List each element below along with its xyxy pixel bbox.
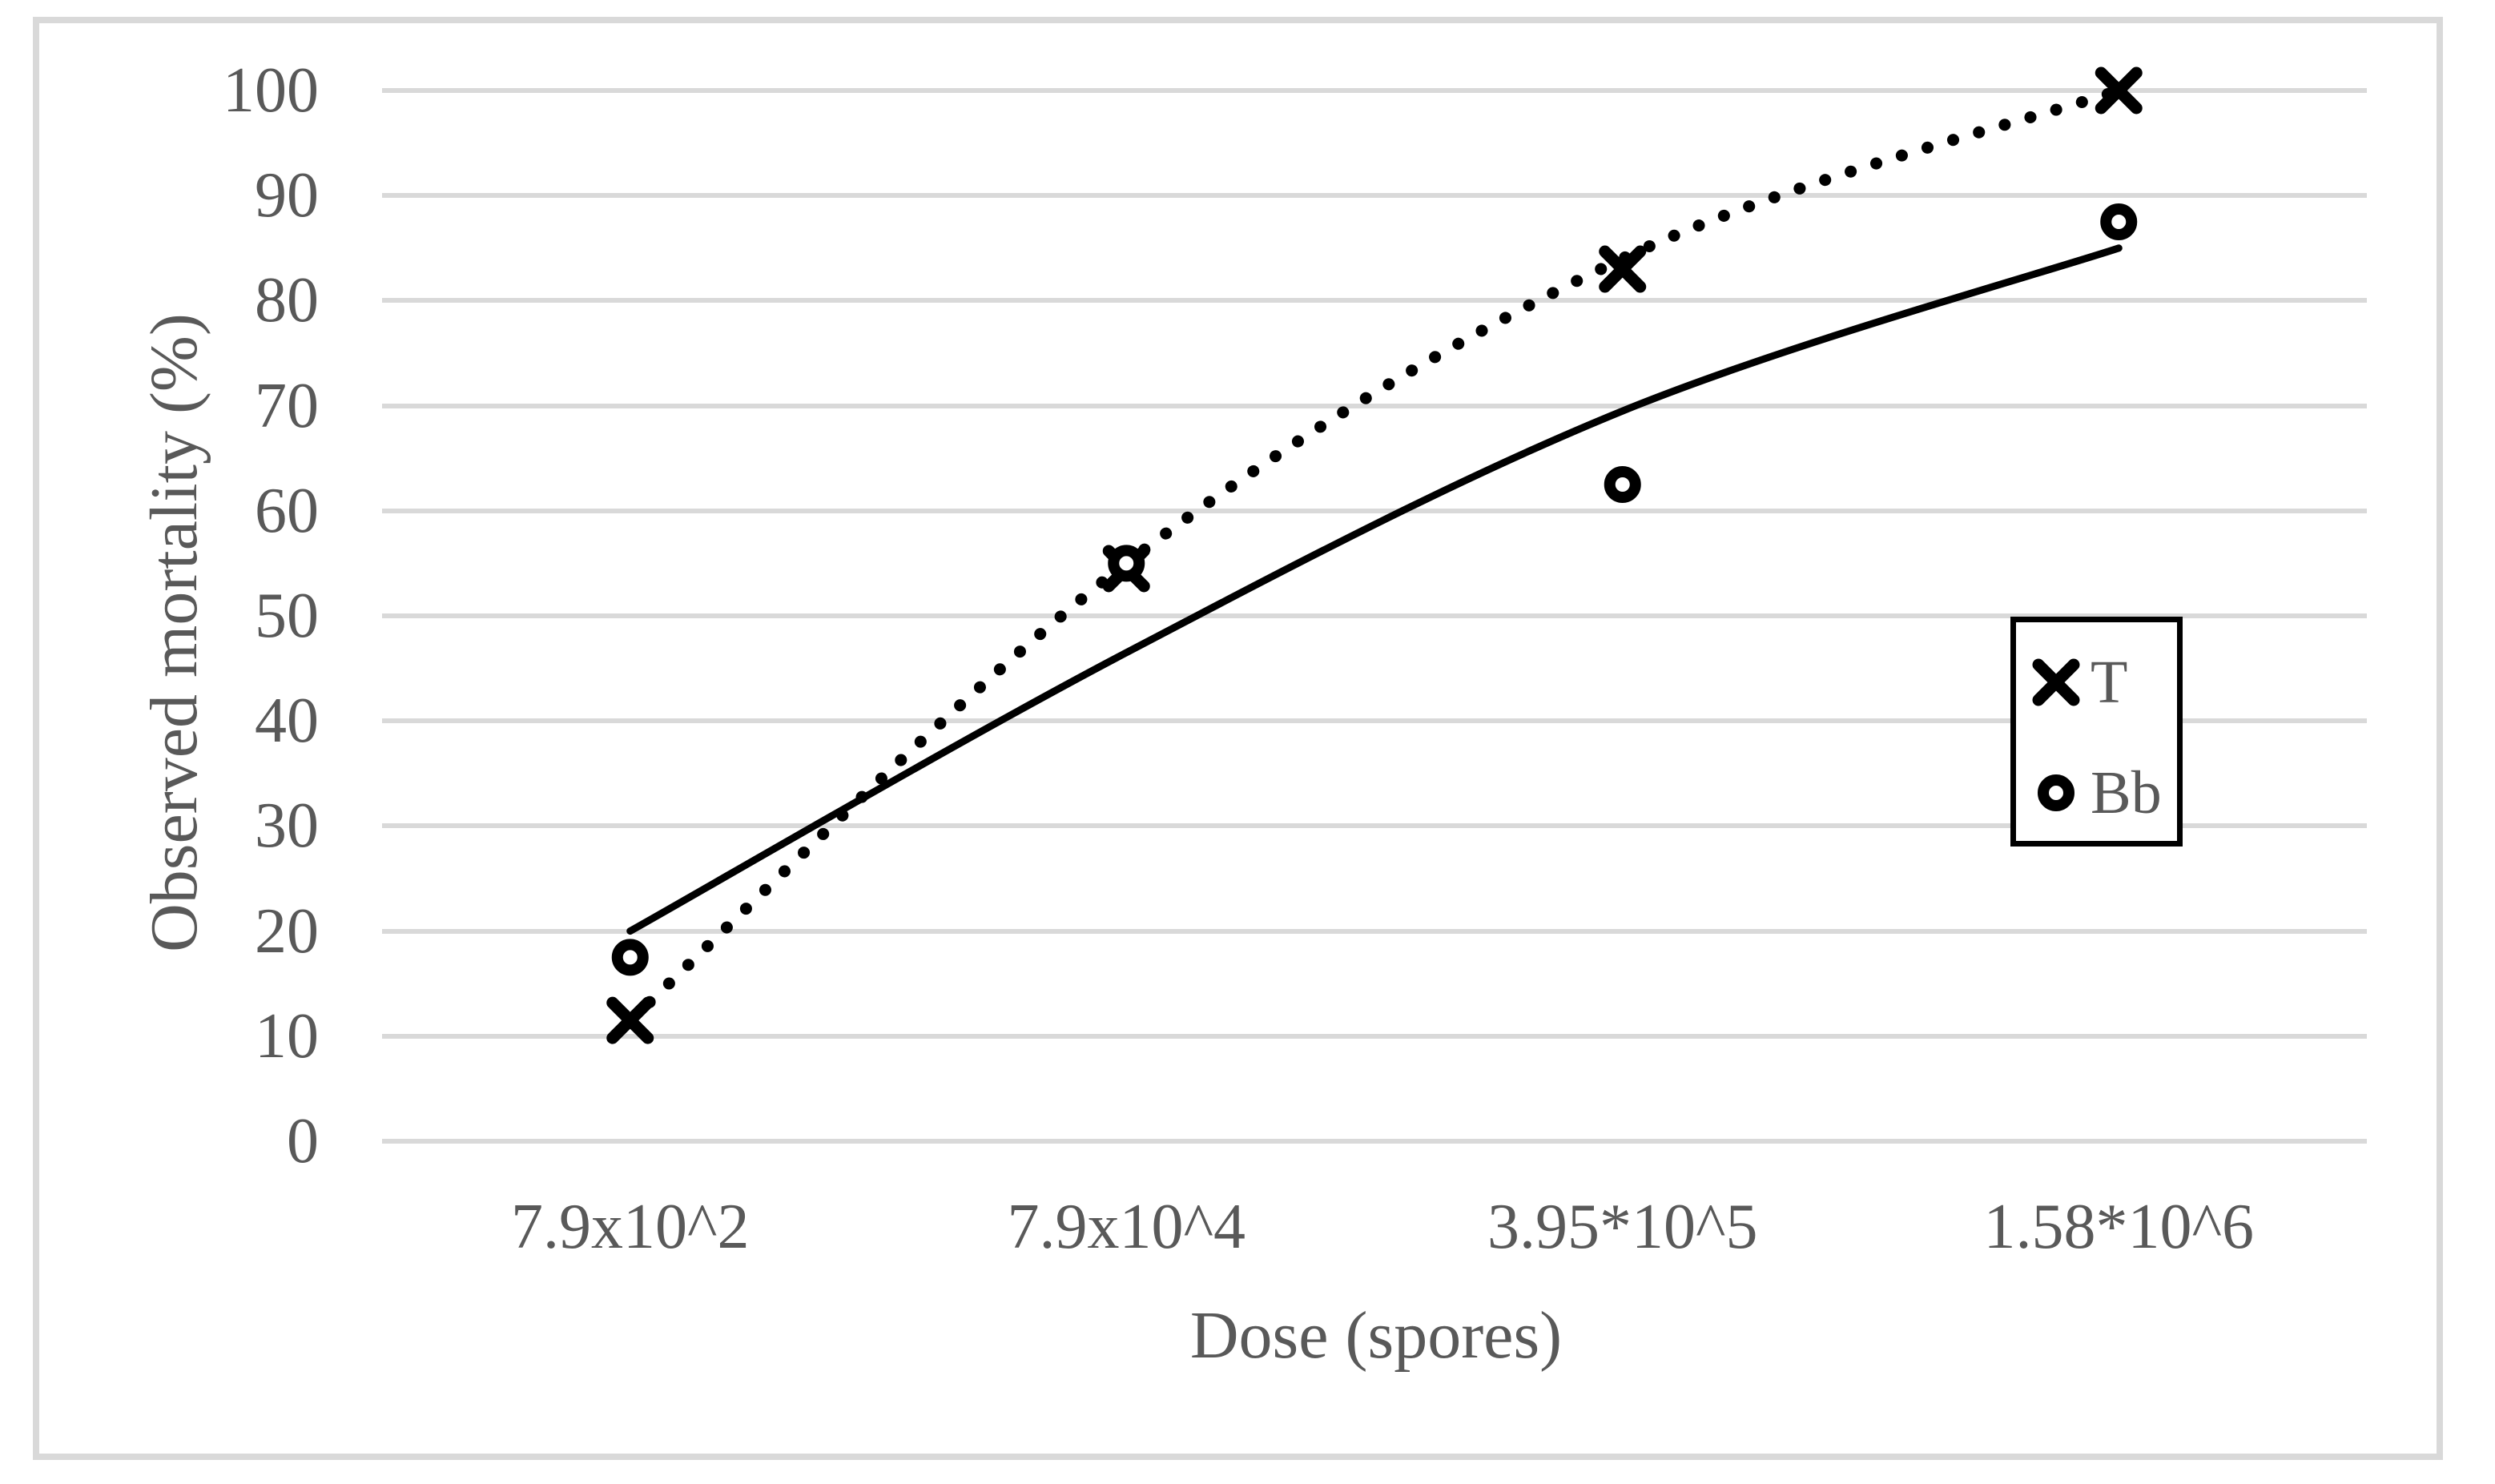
y-tick-label-70: 70 — [255, 370, 319, 441]
legend-T-marker — [2032, 658, 2080, 706]
chart-border-frame — [33, 17, 2443, 1460]
x-tick-label-2: 3.95*10^5 — [1487, 1192, 1758, 1262]
gridline-20 — [382, 928, 2367, 934]
legend-Bb-marker — [2038, 774, 2074, 811]
y-tick-label-20: 20 — [255, 895, 319, 967]
y-tick-label-40: 40 — [255, 686, 319, 757]
x-tick-label-0: 7.9x10^2 — [510, 1192, 750, 1262]
x-tick-label-1: 7.9x10^4 — [1007, 1192, 1246, 1262]
legend-label-bb: Bb — [2091, 759, 2162, 826]
circle-marker-icon — [2038, 774, 2074, 811]
y-tick-label-100: 100 — [223, 55, 319, 126]
y-tick-label-10: 10 — [255, 1000, 319, 1072]
legend: T Bb — [2010, 617, 2183, 847]
gridline-0 — [382, 1139, 2367, 1144]
x-axis-title: Dose (spores) — [1189, 1298, 1563, 1373]
gridline-70 — [382, 403, 2367, 408]
gridline-80 — [382, 298, 2367, 304]
x-tick-label-3: 1.58*10^6 — [1983, 1192, 2255, 1262]
y-tick-label-50: 50 — [255, 581, 319, 651]
y-tick-label-80: 80 — [255, 265, 319, 336]
gridline-60 — [382, 508, 2367, 513]
y-tick-label-90: 90 — [255, 160, 319, 231]
legend-label-t: T — [2091, 649, 2128, 716]
x-marker-icon — [2032, 658, 2080, 706]
y-tick-label-0: 0 — [287, 1106, 319, 1176]
gridline-100 — [382, 88, 2367, 93]
y-tick-label-60: 60 — [255, 475, 319, 546]
legend-item-bb: Bb — [2016, 753, 2177, 833]
gridline-90 — [382, 193, 2367, 199]
gridline-10 — [382, 1033, 2367, 1039]
y-axis-title: Observed mortality (%) — [137, 313, 211, 952]
legend-item-t: T — [2016, 642, 2177, 722]
y-tick-label-30: 30 — [255, 790, 319, 862]
